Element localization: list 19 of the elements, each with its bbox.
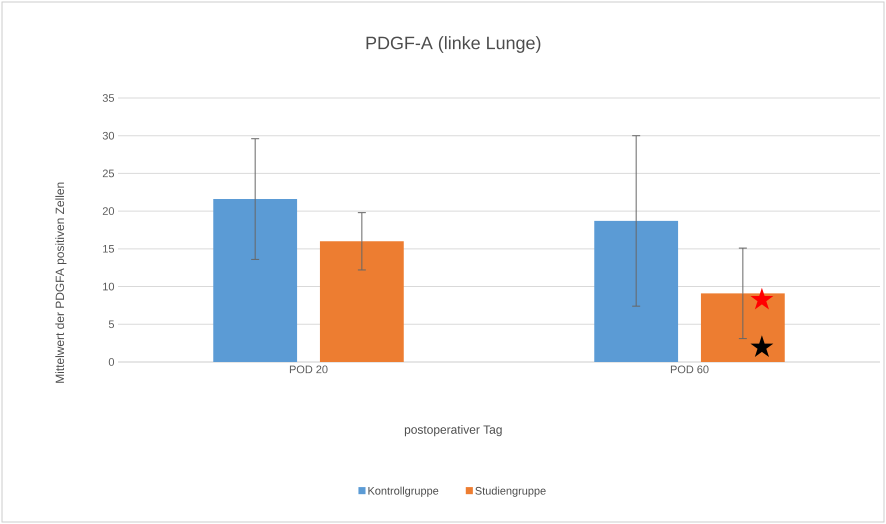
y-tick-label: 10 bbox=[103, 282, 114, 290]
legend-label: Kontrollgruppe bbox=[368, 486, 438, 497]
bar bbox=[320, 241, 404, 362]
y-tick-label: 20 bbox=[102, 207, 114, 216]
x-axis-title: postoperativer Tag bbox=[404, 425, 502, 436]
annotation: ★ bbox=[750, 335, 774, 358]
legend-label: Studiengruppe bbox=[475, 486, 546, 497]
y-tick-label: 15 bbox=[103, 245, 114, 253]
y-tick-label: 35 bbox=[102, 94, 114, 102]
bar bbox=[213, 199, 298, 362]
y-tick-label: 5 bbox=[108, 320, 114, 328]
chart-title: PDGF-A (linke Lunge) bbox=[366, 36, 540, 53]
y-axis-title: Mittelwert der PDGFA positiven Zellen bbox=[55, 182, 66, 383]
y-tick-label: 30 bbox=[102, 132, 114, 140]
x-tick-label: POD 20 bbox=[290, 366, 328, 374]
annotation: ★ bbox=[750, 288, 774, 310]
y-tick-label: 0 bbox=[108, 358, 114, 366]
y-tick-label: 25 bbox=[102, 170, 114, 178]
x-tick-label: POD 60 bbox=[670, 366, 709, 374]
